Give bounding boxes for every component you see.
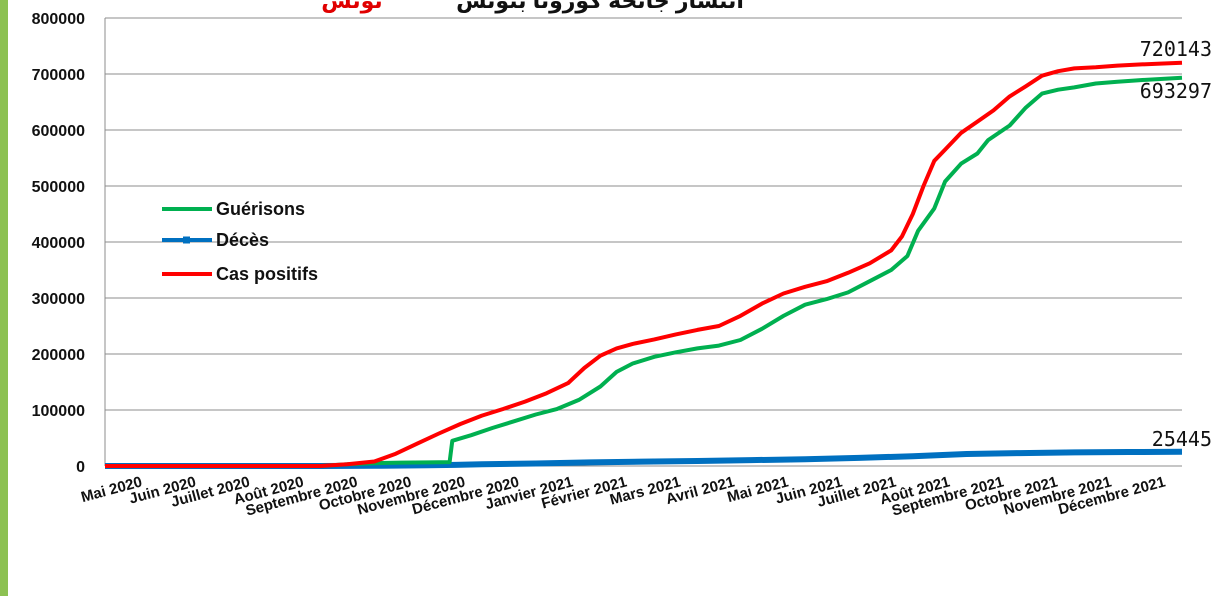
- y-tick-label: 400000: [32, 235, 85, 252]
- end-labels: 693297 25445 720143: [1140, 37, 1212, 451]
- end-value-label: 693297: [1140, 79, 1212, 103]
- y-tick-label: 600000: [32, 123, 85, 140]
- series-line: [105, 448, 1183, 469]
- end-value-label: 720143: [1140, 37, 1212, 61]
- chart-title-text: انتشار جائحة كورونا بتونس: [456, 0, 744, 14]
- series-lines: [105, 60, 1183, 469]
- legend-label: Guérisons: [216, 199, 305, 219]
- legend-marker: [183, 236, 190, 244]
- y-tick-label: 200000: [32, 347, 85, 364]
- y-tick-label: 500000: [32, 179, 85, 196]
- y-tick-label: 800000: [32, 11, 85, 28]
- y-tick-label: 700000: [32, 67, 85, 84]
- legend-label: Cas positifs: [216, 264, 318, 284]
- chart-title-highlight: تونس: [321, 0, 382, 14]
- left-accent-bar: [0, 0, 8, 596]
- series-line: [105, 75, 1183, 468]
- chart-title: تونس انتشار جائحة كورونا بتونس: [321, 0, 744, 14]
- y-tick-label: 100000: [32, 403, 85, 420]
- y-tick-label: 0: [76, 459, 85, 476]
- y-axis: 800000 700000 600000 500000 400000 300000 2000…: [32, 11, 106, 476]
- series-line: [105, 60, 1183, 468]
- legend: Guérisons Décès Cas positifs: [162, 199, 318, 284]
- y-tick-label: 300000: [32, 291, 85, 308]
- end-value-label: 25445: [1152, 427, 1212, 451]
- legend-label: Décès: [216, 230, 269, 250]
